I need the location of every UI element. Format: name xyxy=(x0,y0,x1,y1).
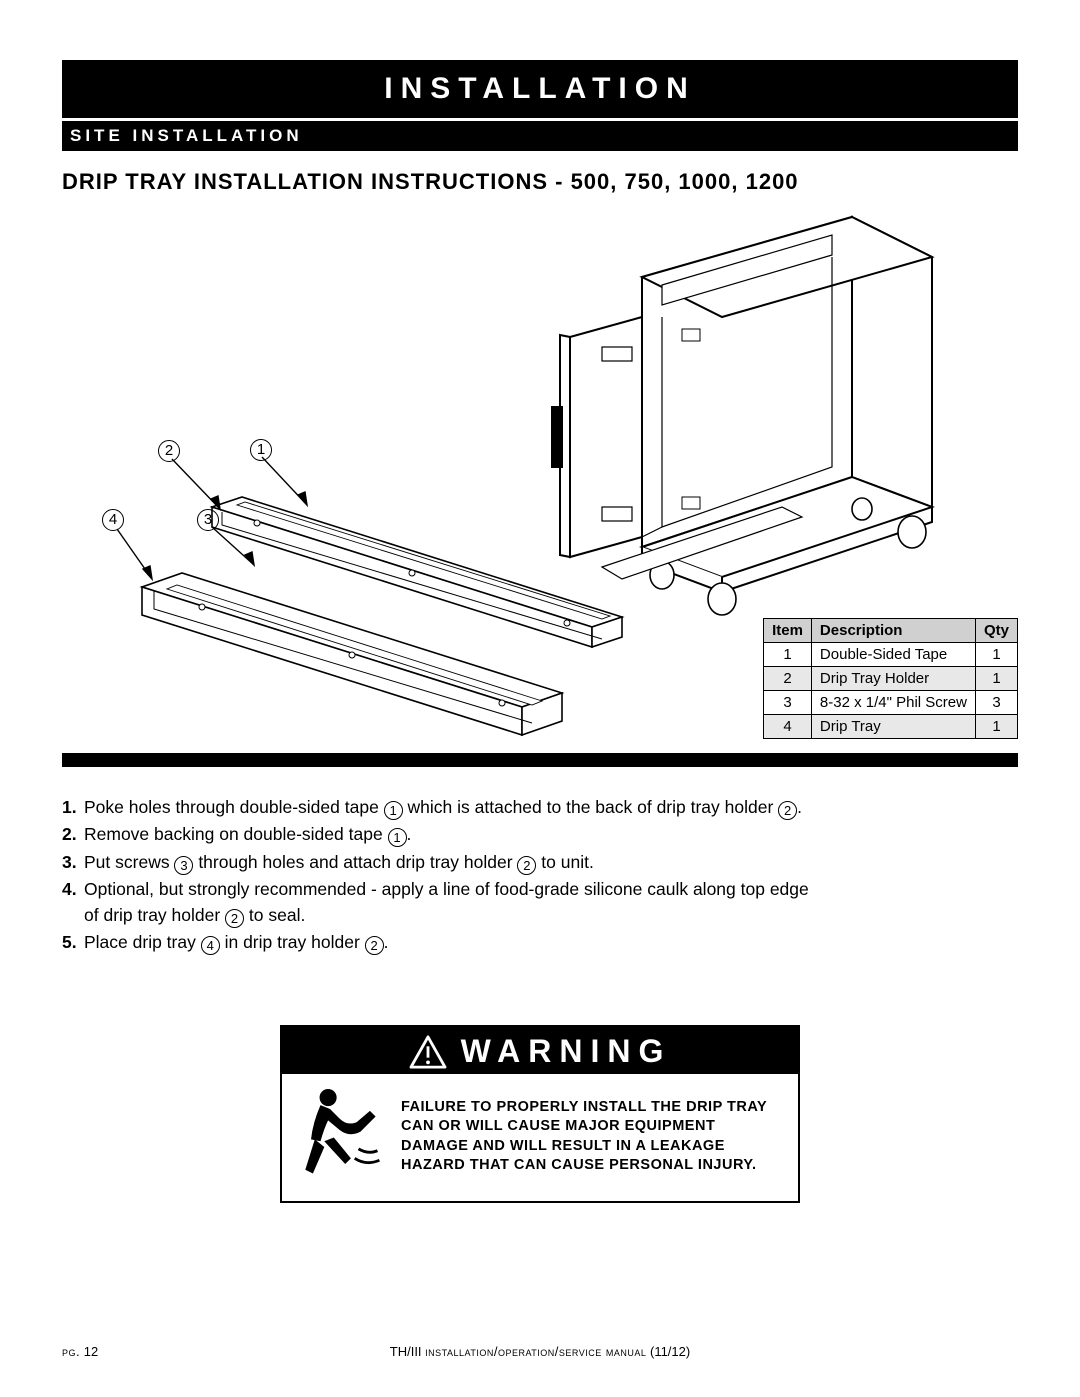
col-qty: Qty xyxy=(975,619,1017,643)
step-4: 4.Optional, but strongly recommended - a… xyxy=(62,877,1018,928)
step-2: 2.Remove backing on double-sided tape 1. xyxy=(62,822,1018,847)
exploded-diagram: 1 2 3 4 Item Description Qty 1 Double-Si… xyxy=(62,207,1018,747)
callout-4: 4 xyxy=(102,509,124,531)
callout-1: 1 xyxy=(250,439,272,461)
col-item: Item xyxy=(764,619,812,643)
header-main: INSTALLATION xyxy=(62,60,1018,118)
warning-title: WARNING xyxy=(461,1033,672,1070)
step-3: 3.Put screws 3 through holes and attach … xyxy=(62,850,1018,875)
callout-2: 2 xyxy=(158,440,180,462)
table-row: 3 8-32 x 1/4" Phil Screw 3 xyxy=(764,691,1018,715)
slip-hazard-icon xyxy=(292,1084,387,1189)
table-row: 1 Double-Sided Tape 1 xyxy=(764,643,1018,667)
warning-box: WARNING Failure to properly install the … xyxy=(280,1025,800,1203)
callout-3: 3 xyxy=(197,509,219,531)
col-desc: Description xyxy=(811,619,975,643)
page-title: DRIP TRAY INSTALLATION INSTRUCTIONS - 50… xyxy=(62,169,1018,195)
table-row: 2 Drip Tray Holder 1 xyxy=(764,667,1018,691)
instruction-steps: 1.Poke holes through double-sided tape 1… xyxy=(62,795,1018,955)
table-header-row: Item Description Qty xyxy=(764,619,1018,643)
divider-bar xyxy=(62,753,1018,767)
step-5: 5.Place drip tray 4 in drip tray holder … xyxy=(62,930,1018,955)
table-row: 4 Drip Tray 1 xyxy=(764,715,1018,739)
warning-triangle-icon xyxy=(409,1035,447,1069)
step-1: 1.Poke holes through double-sided tape 1… xyxy=(62,795,1018,820)
warning-message: Failure to properly install the drip tra… xyxy=(401,1098,784,1176)
warning-header: WARNING xyxy=(282,1027,798,1074)
page-footer: pg. 12 TH/III installation/operation/ser… xyxy=(62,1344,1018,1359)
parts-table: Item Description Qty 1 Double-Sided Tape… xyxy=(763,618,1018,739)
header-sub: SITE INSTALLATION xyxy=(62,118,1018,151)
